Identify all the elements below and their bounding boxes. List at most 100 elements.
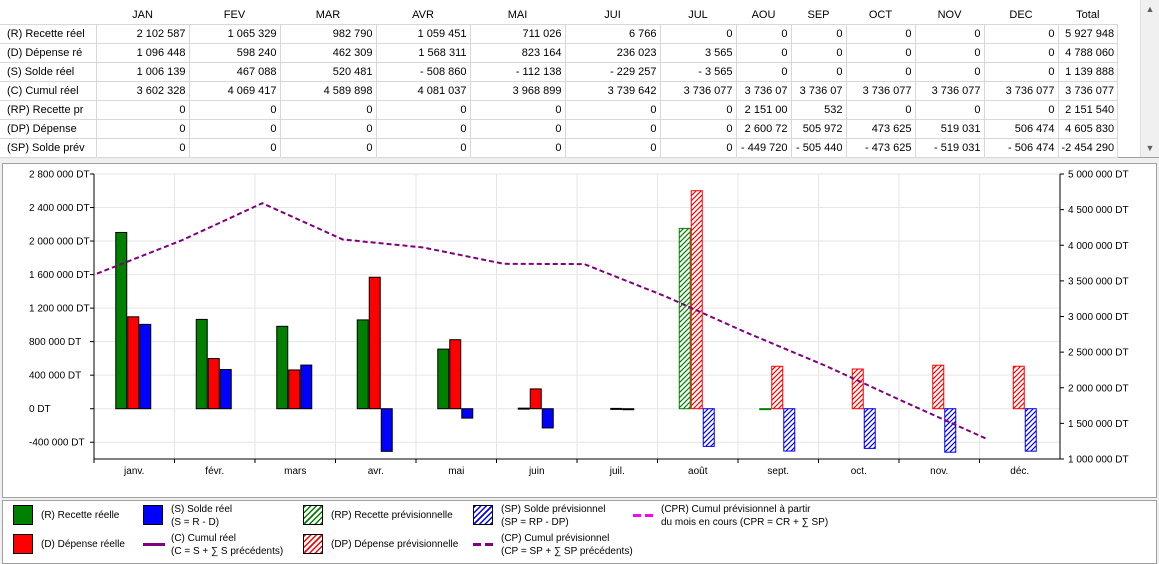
table-cell[interactable]: 0 (846, 24, 916, 44)
table-cell[interactable]: - 473 625 (846, 138, 916, 158)
table-row[interactable]: (R) Recette réel 2 102 587 1 065 329 982 79… (0, 24, 1119, 44)
table-cell[interactable]: 3 602 328 (96, 81, 190, 101)
table-cell[interactable]: 0 (470, 119, 566, 139)
table-cell[interactable]: 0 (565, 138, 661, 158)
table-cell[interactable]: 0 (736, 24, 792, 44)
table-cell[interactable]: 5 927 948 (1058, 24, 1119, 44)
table-cell[interactable]: 982 790 (280, 24, 377, 44)
table-cell[interactable]: - 112 138 (470, 62, 566, 82)
table-cell[interactable]: 0 (736, 43, 792, 63)
table-row[interactable]: (C) Cumul réel 3 602 328 4 069 417 4 589 89… (0, 81, 1119, 101)
table-cell[interactable]: 0 (660, 24, 737, 44)
table-cell[interactable]: 505 972 (791, 119, 847, 139)
table-cell[interactable]: 0 (470, 138, 566, 158)
table-row[interactable]: (D) Dépense ré 1 096 448 598 240 462 309 1 5… (0, 43, 1119, 63)
table-cell[interactable]: 3 739 642 (565, 81, 661, 101)
table-cell[interactable]: 0 (984, 24, 1059, 44)
table-cell[interactable]: 0 (846, 43, 916, 63)
table-cell[interactable]: 2 102 587 (96, 24, 190, 44)
table-cell[interactable]: 467 088 (189, 62, 281, 82)
table-cell[interactable]: 0 (280, 138, 377, 158)
table-cell[interactable]: 519 031 (915, 119, 985, 139)
table-cell[interactable]: 598 240 (189, 43, 281, 63)
table-cell[interactable]: 0 (915, 24, 985, 44)
table-cell[interactable]: 3 736 077 (660, 81, 737, 101)
table-cell[interactable]: 2 151 00 (736, 100, 792, 120)
table-cell[interactable]: 2 600 72 (736, 119, 792, 139)
table-cell[interactable]: 0 (660, 100, 737, 120)
table-cell[interactable]: 0 (96, 100, 190, 120)
table-row[interactable]: (DP) Dépense 0 0 0 0 0 0 0 2 600 72 505 972 473 62… (0, 119, 1119, 139)
table-cell[interactable]: 4 788 060 (1058, 43, 1119, 63)
table-cell[interactable]: 3 736 07 (791, 81, 847, 101)
table-cell[interactable]: 1 006 139 (96, 62, 190, 82)
table-cell[interactable]: 0 (915, 100, 985, 120)
table-cell[interactable]: - 506 474 (984, 138, 1059, 158)
table-cell[interactable]: 823 164 (470, 43, 566, 63)
table-cell[interactable]: 3 736 07 (736, 81, 792, 101)
table-cell[interactable]: 520 481 (280, 62, 377, 82)
vertical-scrollbar[interactable]: ▲ ▼ (1140, 0, 1159, 157)
table-cell[interactable]: 0 (189, 138, 281, 158)
table-cell[interactable]: 0 (189, 119, 281, 139)
table-cell[interactable]: 0 (96, 138, 190, 158)
table-cell[interactable]: 3 565 (660, 43, 737, 63)
table-cell[interactable]: 506 474 (984, 119, 1059, 139)
table-cell[interactable]: 0 (565, 119, 661, 139)
table-cell[interactable]: 0 (660, 119, 737, 139)
table-cell[interactable]: 0 (846, 62, 916, 82)
table-cell[interactable]: 0 (96, 119, 190, 139)
table-cell[interactable]: 0 (376, 119, 471, 139)
table-cell[interactable]: 473 625 (846, 119, 916, 139)
table-cell[interactable]: 1 096 448 (96, 43, 190, 63)
table-cell[interactable]: 4 589 898 (280, 81, 377, 101)
table-cell[interactable]: - 449 720 (736, 138, 792, 158)
table-cell[interactable]: 0 (791, 62, 847, 82)
table-cell[interactable]: 1 568 311 (376, 43, 471, 63)
table-row[interactable]: (RP) Recette pr 0 0 0 0 0 0 0 2 151 00 532 0 0 0 2 15… (0, 100, 1119, 120)
table-cell[interactable]: 0 (189, 100, 281, 120)
table-cell[interactable]: 3 736 077 (915, 81, 985, 101)
table-cell[interactable]: 0 (376, 100, 471, 120)
table-cell[interactable]: 0 (791, 24, 847, 44)
table-cell[interactable]: 1 139 888 (1058, 62, 1119, 82)
table-cell[interactable]: - 3 565 (660, 62, 737, 82)
table-cell[interactable]: 0 (915, 62, 985, 82)
table-cell[interactable]: 532 (791, 100, 847, 120)
table-cell[interactable]: 0 (736, 62, 792, 82)
table-cell[interactable]: - 505 440 (791, 138, 847, 158)
table-cell[interactable]: 1 065 329 (189, 24, 281, 44)
table-cell[interactable]: 2 151 540 (1058, 100, 1119, 120)
table-cell[interactable]: 0 (984, 100, 1059, 120)
table-cell[interactable]: - 519 031 (915, 138, 985, 158)
table-row[interactable]: (S) Solde réel 1 006 139 467 088 520 481- 5… (0, 62, 1119, 82)
scroll-up-icon[interactable]: ▲ (1145, 4, 1155, 14)
table-cell[interactable]: 462 309 (280, 43, 377, 63)
table-cell[interactable]: 6 766 (565, 24, 661, 44)
table-cell[interactable]: 4 605 830 (1058, 119, 1119, 139)
table-cell[interactable]: 0 (660, 138, 737, 158)
table-cell[interactable]: 0 (376, 138, 471, 158)
table-row[interactable]: (SP) Solde prév 0 0 0 0 0 0 0- 449 720- 505 440… (0, 138, 1119, 158)
table-cell[interactable]: 711 026 (470, 24, 566, 44)
table-cell[interactable]: 0 (984, 43, 1059, 63)
table-cell[interactable]: -2 454 290 (1058, 138, 1119, 158)
table-cell[interactable]: 0 (915, 43, 985, 63)
table-cell[interactable]: - 508 860 (376, 62, 471, 82)
table-cell[interactable]: 0 (565, 100, 661, 120)
table-cell[interactable]: 236 023 (565, 43, 661, 63)
scroll-down-icon[interactable]: ▼ (1145, 143, 1155, 153)
table-cell[interactable]: 4 081 037 (376, 81, 471, 101)
table-cell[interactable]: 3 968 899 (470, 81, 566, 101)
table-cell[interactable]: 0 (984, 62, 1059, 82)
table-cell[interactable]: 0 (280, 119, 377, 139)
table-cell[interactable]: 4 069 417 (189, 81, 281, 101)
table-cell[interactable]: 3 736 077 (846, 81, 916, 101)
table-cell[interactable]: 3 736 077 (1058, 81, 1119, 101)
table-cell[interactable]: 0 (846, 100, 916, 120)
table-cell[interactable]: 3 736 077 (984, 81, 1059, 101)
table-cell[interactable]: 0 (791, 43, 847, 63)
table-cell[interactable]: 0 (280, 100, 377, 120)
table-cell[interactable]: 1 059 451 (376, 24, 471, 44)
table-cell[interactable]: - 229 257 (565, 62, 661, 82)
